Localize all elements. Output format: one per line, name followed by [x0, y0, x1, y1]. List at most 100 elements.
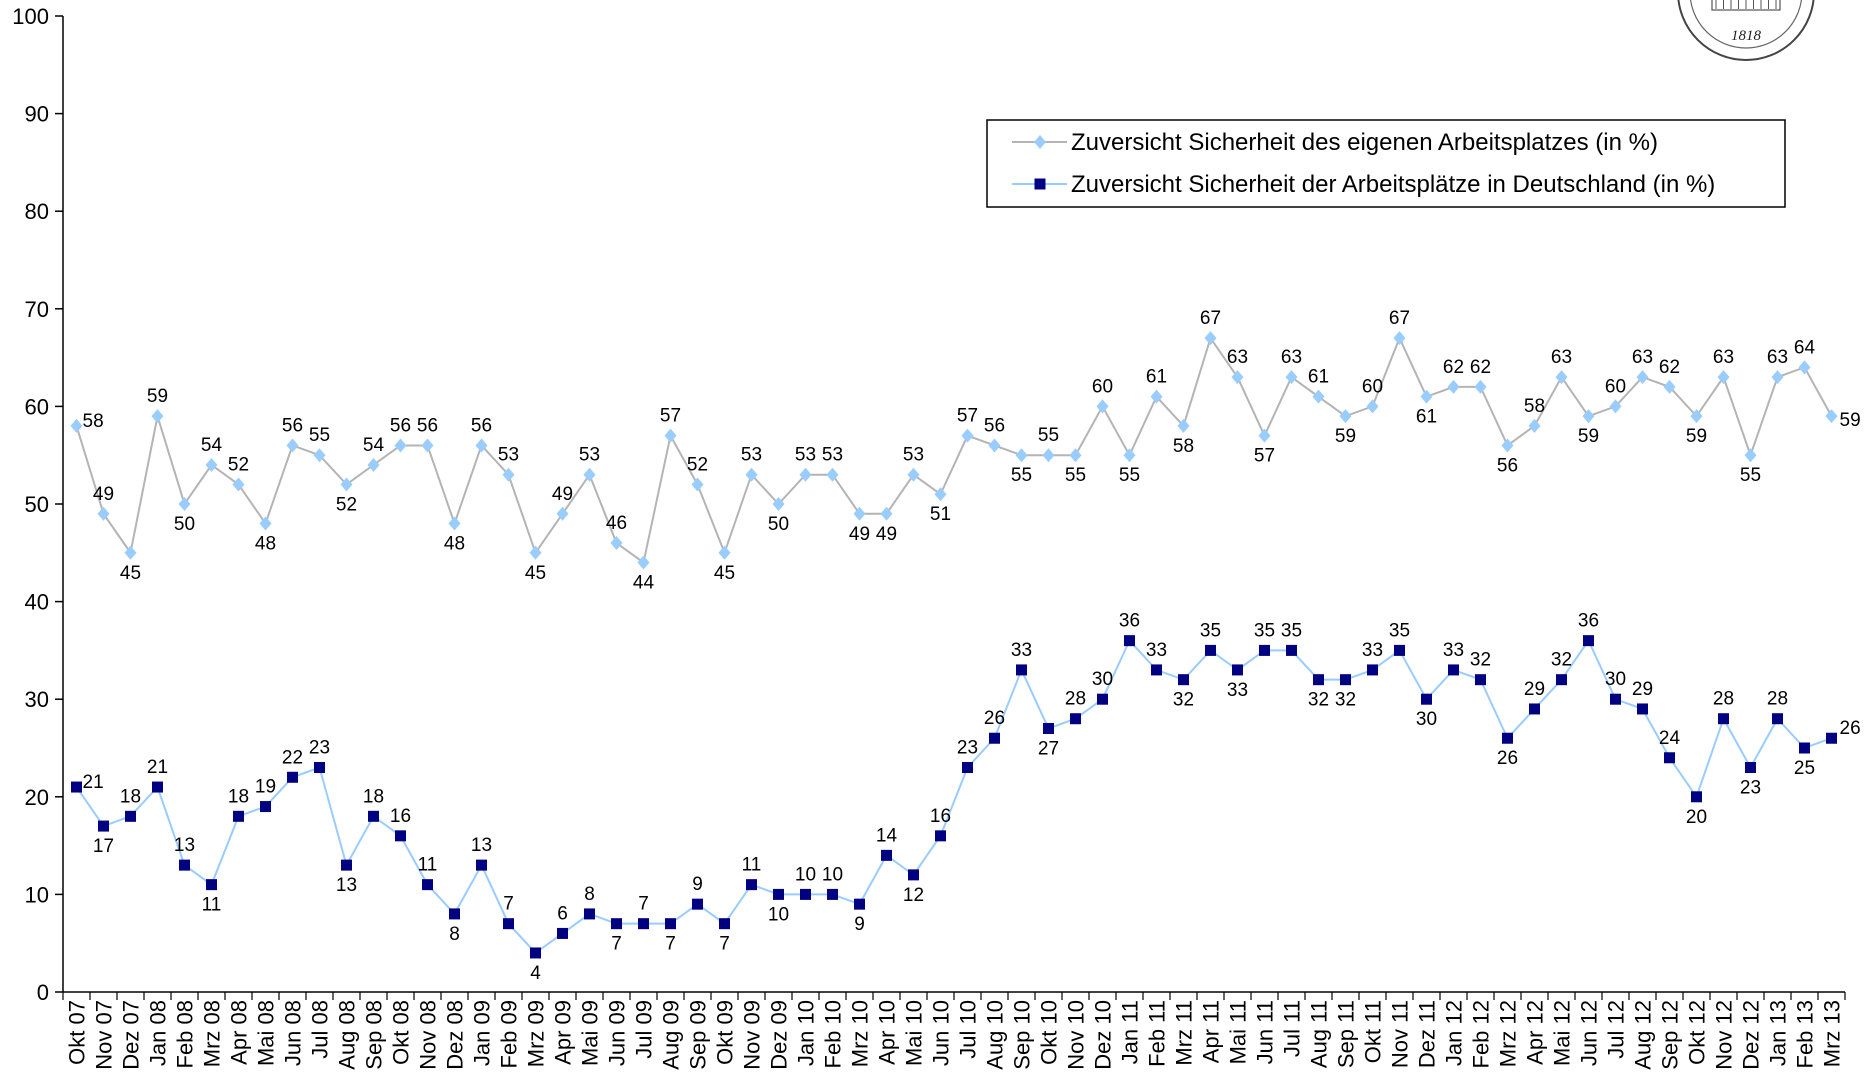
series-1-data-label: 55	[1740, 465, 1761, 486]
series-2-point	[1178, 674, 1189, 686]
x-tick-label: Mai 12	[1550, 1000, 1575, 1066]
series-2-data-label: 33	[1146, 640, 1167, 661]
series-1-line	[75, 335, 1833, 565]
series-2-data-label: 13	[471, 835, 492, 856]
series-1-point	[853, 506, 866, 521]
x-tick-label: Mrz 10	[848, 1000, 873, 1067]
series-1-point	[124, 545, 137, 560]
series-1-point	[1231, 370, 1244, 385]
series-1-point	[286, 438, 299, 453]
series-2-data-label: 32	[1308, 690, 1329, 711]
x-tick-label: Mrz 08	[200, 1000, 225, 1067]
series-1-point	[232, 477, 245, 492]
series-1-point	[1204, 331, 1217, 346]
series-1-data-label: 49	[93, 484, 114, 505]
series-1-point	[394, 438, 407, 453]
x-tick-label: Sep 11	[1334, 1000, 1359, 1068]
series-2-point	[1772, 713, 1783, 725]
series-2-data-label: 7	[611, 934, 622, 955]
series-1-point	[934, 487, 947, 502]
series-1-data-label: 58	[1173, 436, 1194, 457]
series-2-data-label: 18	[363, 786, 384, 807]
x-tick-label: Jan 08	[146, 1000, 171, 1066]
series-1-point	[610, 536, 623, 551]
x-tick-label: Jan 10	[794, 1000, 819, 1066]
x-tick-label: Jun 12	[1577, 1000, 1602, 1066]
x-tick-label: Feb 12	[1469, 1000, 1494, 1069]
series-1-point	[1069, 448, 1082, 463]
series-2-data-label: 10	[795, 864, 816, 885]
series-1-data-label: 48	[255, 534, 276, 555]
series-2-point	[881, 849, 892, 861]
series-1-point	[556, 506, 569, 521]
series-2-point	[152, 781, 163, 793]
x-tick-label: Dez 10	[1091, 1000, 1116, 1070]
series-2-data-label: 33	[1443, 640, 1464, 661]
series-1-point	[907, 467, 920, 482]
series-1-data-label: 61	[1146, 367, 1167, 388]
x-tick-label: Nov 07	[92, 1000, 117, 1070]
series-2-point	[449, 908, 460, 920]
series-1-point	[880, 506, 893, 521]
series-2-point	[1691, 791, 1702, 803]
series-2-data-label: 7	[719, 934, 730, 955]
series-1-point	[151, 409, 164, 424]
x-tick-label: Feb 10	[821, 1000, 846, 1069]
series-2-data-label: 33	[1362, 640, 1383, 661]
series-2-data-label: 9	[854, 914, 865, 935]
series-1-point	[475, 438, 488, 453]
series-2-data-label: 14	[876, 825, 898, 846]
x-tick-label: Okt 09	[713, 1000, 738, 1065]
x-tick-label: Okt 08	[389, 1000, 414, 1065]
series-2-point	[179, 859, 190, 871]
series-2-data-label: 36	[1119, 611, 1140, 632]
x-tick-label: Jun 10	[929, 1000, 954, 1066]
x-tick-label: Jan 13	[1766, 1000, 1791, 1066]
series-1-point	[1339, 409, 1352, 424]
series-1-point	[502, 467, 515, 482]
series-2-point	[1286, 644, 1297, 656]
y-tick-label: 30	[25, 687, 49, 712]
series-2-data-label: 18	[228, 786, 249, 807]
series-1-data-label: 52	[336, 494, 357, 515]
series-2-point	[1664, 752, 1675, 764]
series-2-point	[746, 879, 757, 891]
x-tick-label: Jul 09	[632, 1000, 657, 1059]
x-tick-label: Nov 08	[416, 1000, 441, 1070]
x-tick-label: Jan 09	[470, 1000, 495, 1066]
series-1-data-label: 52	[228, 454, 249, 475]
x-tick-label: Jun 09	[605, 1000, 630, 1066]
x-tick-label: Mai 09	[578, 1000, 603, 1066]
series-2-point	[1448, 664, 1459, 676]
series-1-point	[367, 457, 380, 472]
series-1-data-label: 55	[1119, 465, 1140, 486]
series-1-data-label: 55	[1038, 425, 1059, 446]
series-2-point	[1205, 644, 1216, 656]
series-1-data-label: 49	[876, 524, 897, 545]
series-2-data-label: 30	[1605, 669, 1626, 690]
series-1-point	[1501, 438, 1514, 453]
university-seal-logo: 1818	[1677, 0, 1815, 61]
series-2-data-label: 26	[1497, 748, 1518, 769]
series-1-point	[1312, 389, 1325, 404]
series-1-data-label: 53	[498, 445, 519, 466]
series-1-point	[583, 467, 596, 482]
series-1-data-label: 63	[1767, 347, 1788, 368]
series-2-point	[557, 927, 568, 939]
x-tick-label: Nov 10	[1064, 1000, 1089, 1070]
series-2-data-label: 35	[1254, 620, 1275, 641]
series-2-point	[395, 830, 406, 842]
x-tick-label: Dez 12	[1739, 1000, 1764, 1070]
seal-year: 1818	[1731, 28, 1762, 44]
x-tick-label: Dez 11	[1415, 1000, 1440, 1068]
x-tick-label: Sep 12	[1658, 1000, 1683, 1070]
x-tick-label: Mai 10	[902, 1000, 927, 1066]
series-2-data-label: 25	[1794, 758, 1815, 779]
series-1-point	[340, 477, 353, 492]
x-tick-label: Feb 08	[173, 1000, 198, 1069]
series-1-point	[1015, 448, 1028, 463]
series-1-data-label: 52	[687, 454, 708, 475]
series-2-point	[962, 762, 973, 774]
series-1-data-label: 62	[1659, 357, 1680, 378]
series-1-point	[1258, 428, 1271, 443]
